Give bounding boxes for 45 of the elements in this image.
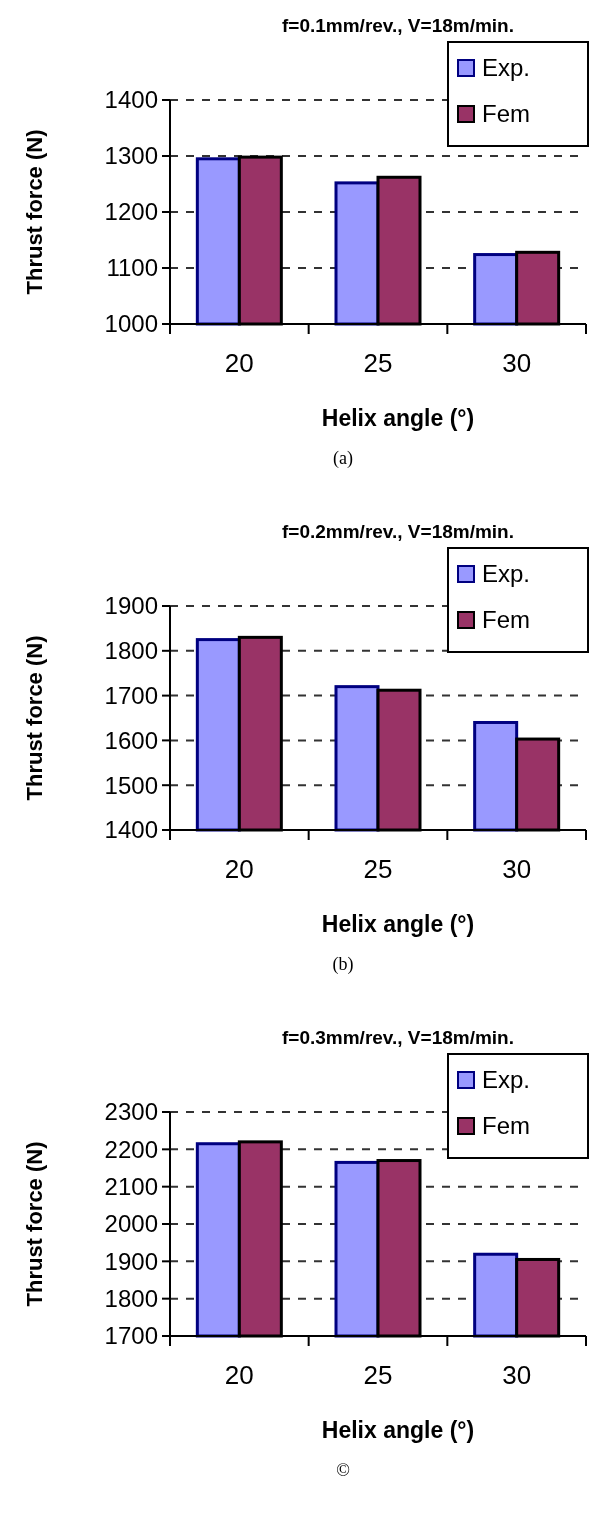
legend-label: Fem: [482, 606, 530, 634]
y-tick-label: 2100: [104, 1173, 158, 1201]
chart-title: f=0.1mm/rev., V=18m/min.: [282, 15, 514, 36]
x-tick-label: 30: [502, 1360, 532, 1390]
x-tick-label: 20: [224, 854, 254, 884]
chart-title: f=0.2mm/rev., V=18m/min.: [282, 521, 514, 542]
y-tick-label: 1000: [104, 310, 158, 338]
legend-label: Exp.: [482, 1066, 531, 1094]
y-tick-label: 1800: [104, 637, 158, 665]
x-tick-label: 20: [224, 348, 254, 378]
y-tick-label: 1900: [104, 592, 158, 620]
legend-label: Fem: [482, 100, 530, 128]
x-tick-label: 25: [363, 348, 393, 378]
x-tick-label: 30: [502, 348, 532, 378]
legend-label: Exp.: [482, 54, 531, 82]
text: (b): [332, 954, 354, 975]
legend-label: Exp.: [482, 560, 531, 588]
x-tick-label: 20: [224, 1360, 254, 1390]
y-axis-title: Thrust force (N): [22, 635, 47, 801]
y-tick-label: 1300: [104, 142, 158, 170]
y-tick-label: 1100: [106, 254, 158, 282]
legend-label: Fem: [482, 1112, 530, 1140]
x-tick-label: 25: [363, 1360, 393, 1390]
y-tick-label: 1800: [104, 1285, 158, 1313]
y-tick-label: 1400: [104, 816, 158, 844]
text: (a): [333, 448, 353, 469]
x-tick-label: 25: [363, 854, 393, 884]
y-tick-label: 2200: [104, 1135, 158, 1163]
y-tick-label: 2300: [104, 1098, 158, 1126]
x-tick-label: 30: [502, 854, 532, 884]
chart-title: f=0.3mm/rev., V=18m/min.: [282, 1027, 514, 1048]
y-axis-title: Thrust force (N): [22, 129, 47, 295]
y-tick-label: 2000: [104, 1210, 158, 1238]
x-axis-title: Helix angle (°): [321, 911, 475, 937]
y-tick-label: 1700: [104, 682, 158, 709]
y-tick-label: 1400: [104, 86, 158, 114]
y-tick-label: 1600: [104, 726, 158, 754]
text: ©: [336, 1460, 350, 1480]
x-axis-title: Helix angle (°): [321, 405, 475, 431]
y-axis-title: Thrust force (N): [22, 1141, 47, 1307]
y-tick-label: 1900: [104, 1247, 158, 1275]
x-axis-title: Helix angle (°): [321, 1417, 475, 1443]
y-tick-label: 1200: [104, 198, 158, 226]
y-tick-label: 1700: [104, 1322, 158, 1350]
y-tick-label: 1500: [104, 771, 158, 799]
